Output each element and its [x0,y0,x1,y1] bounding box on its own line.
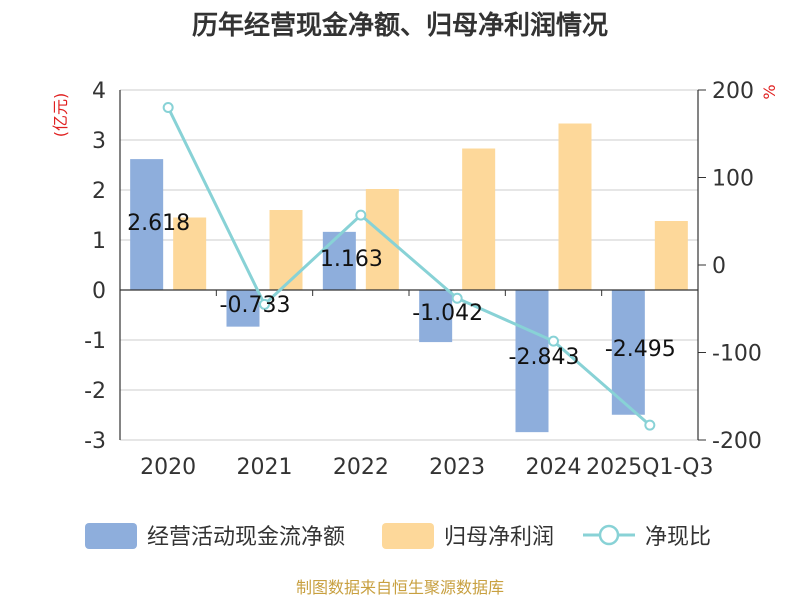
cashflow-bar [611,290,645,415]
source-note: 制图数据来自恒生聚源数据库 [296,578,504,597]
ratio-line [162,102,656,431]
legend-label: 经营活动现金流净额 [147,525,345,550]
left-tick-label: 1 [92,229,106,254]
x-tick-label: 2025Q1-Q3 [586,455,713,480]
cashflow-data-label: 1.163 [320,247,383,272]
profit-bar [558,123,592,290]
x-tick-label: 2021 [237,455,293,480]
ratio-line-path [166,106,651,427]
bar-marks [130,123,688,433]
legend-swatch [85,523,137,549]
profit-bar [269,210,303,290]
cashflow-data-label: -2.495 [605,337,676,362]
gridlines [120,89,698,441]
right-tick-label: 200 [712,79,754,104]
cashflow-bar [130,159,164,290]
profit-bar [365,189,399,290]
legend: 经营活动现金流净额 归母净利润 净现比 [85,523,711,550]
data-labels: 2.618 -0.733 1.163 -1.042 -2.843 -2.495 [127,211,676,370]
profit-bar [654,221,688,290]
ratio-point [355,209,367,221]
cashflow-bar [515,290,549,433]
x-tick-label: 2020 [140,455,196,480]
left-tick-label: 0 [92,279,106,304]
x-tick-label: 2022 [333,455,389,480]
tick-labels: 4 3 2 1 0 -1 -2 -3 200 100 0 -100 -200 2020 2021 2022 20… [84,79,762,480]
legend-label: 净现比 [645,525,711,550]
legend-line-marker [598,524,620,546]
cashflow-bar [419,290,453,343]
ratio-point [162,102,174,113]
left-axis-unit: (亿元) [51,93,70,138]
x-tick-label: 2023 [429,455,485,480]
cashflow-bar [226,290,260,327]
right-axis-unit: % [760,84,779,99]
ratio-point [548,335,559,347]
left-tick-label: 2 [92,179,106,204]
legend-swatch [382,523,434,549]
left-tick-label: -2 [84,379,106,404]
ratio-point [451,292,463,304]
right-tick-label: 100 [712,167,754,192]
right-tick-label: -200 [712,429,762,454]
cashflow-data-label: -0.733 [220,293,291,318]
cashflow-data-label: 2.618 [127,211,190,236]
cashflow-data-label: -1.042 [412,301,483,326]
profit-bar [173,217,207,290]
ratio-point [259,298,270,310]
axes [119,89,706,441]
cashflow-bar [322,231,356,290]
legend-label: 归母净利润 [444,525,554,550]
left-tick-label: -3 [84,429,106,454]
right-tick-label: -100 [712,342,762,367]
left-tick-label: -1 [84,329,106,354]
left-tick-label: 3 [92,129,106,154]
left-tick-label: 4 [92,79,106,104]
x-tick-label: 2024 [526,455,582,480]
ratio-point [644,419,656,431]
chart-title: 历年经营现金净额、归母净利润情况 [192,10,608,41]
right-tick-label: 0 [712,254,726,279]
profit-bar [462,148,496,290]
cashflow-data-label: -2.843 [509,345,580,370]
